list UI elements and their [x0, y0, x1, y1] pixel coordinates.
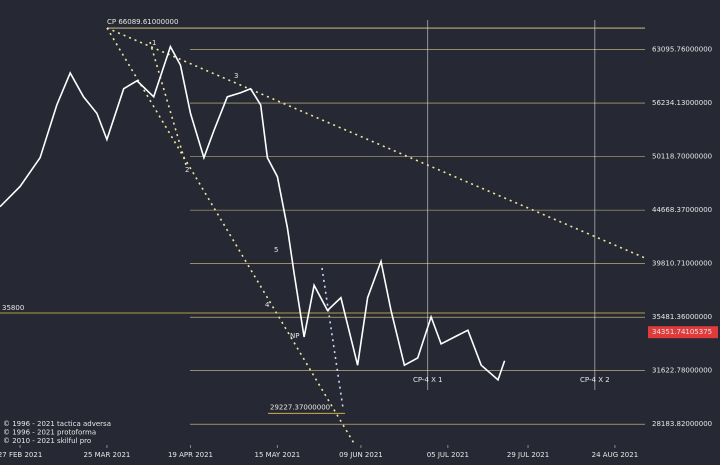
- y-tick-label: 50118.70000000: [652, 153, 712, 161]
- trend-line: [106, 27, 646, 259]
- x-tick-label: 25 MAR 2021: [84, 451, 131, 459]
- point-label: 3: [234, 72, 238, 80]
- credit: © 1996 - 2021 tactica adversa: [3, 420, 111, 428]
- y-tick-label: 39810.71000000: [652, 260, 712, 268]
- vertical-label: CP-4 X 2: [580, 376, 610, 384]
- y-tick-label: 31622.78000000: [652, 367, 712, 375]
- point-label: 4: [265, 301, 270, 309]
- x-tick-label: 05 JUL 2021: [427, 451, 469, 459]
- y-tick-label: 44668.37000000: [652, 206, 712, 214]
- vertical-label: CP-4 X 1: [413, 376, 443, 384]
- x-tick-label: 27 FEB 2021: [0, 451, 42, 459]
- point-label: NP: [290, 332, 299, 340]
- level-label: 34351.74105375: [652, 328, 712, 336]
- x-tick-label: 09 JUN 2021: [339, 451, 383, 459]
- x-tick-label: 29 JUL 2021: [507, 451, 549, 459]
- y-tick-label: 56234.13000000: [652, 99, 712, 107]
- point-label: 5: [274, 246, 278, 254]
- y-tick-label: 63095.76000000: [652, 46, 712, 54]
- point-label: 2: [185, 166, 189, 174]
- x-tick-label: 19 APR 2021: [168, 451, 213, 459]
- level-label: CP 66089.61000000: [107, 18, 178, 26]
- level-label: 35800: [2, 304, 24, 312]
- x-tick-label: 24 AUG 2021: [592, 451, 639, 459]
- y-tick-label: 28183.82000000: [652, 420, 712, 428]
- x-tick-label: 15 MAY 2021: [255, 451, 301, 459]
- trend-lines: [106, 27, 646, 446]
- y-tick-label: 35481.36000000: [652, 313, 712, 321]
- price-badge: [648, 326, 718, 339]
- price-line: [0, 44, 506, 382]
- point-label: 1: [152, 39, 156, 47]
- credit: © 1996 - 2021 protoforma: [3, 429, 96, 437]
- credit: © 2010 - 2021 skilful pro: [3, 437, 91, 445]
- level-label: 29227.37000000: [270, 403, 330, 411]
